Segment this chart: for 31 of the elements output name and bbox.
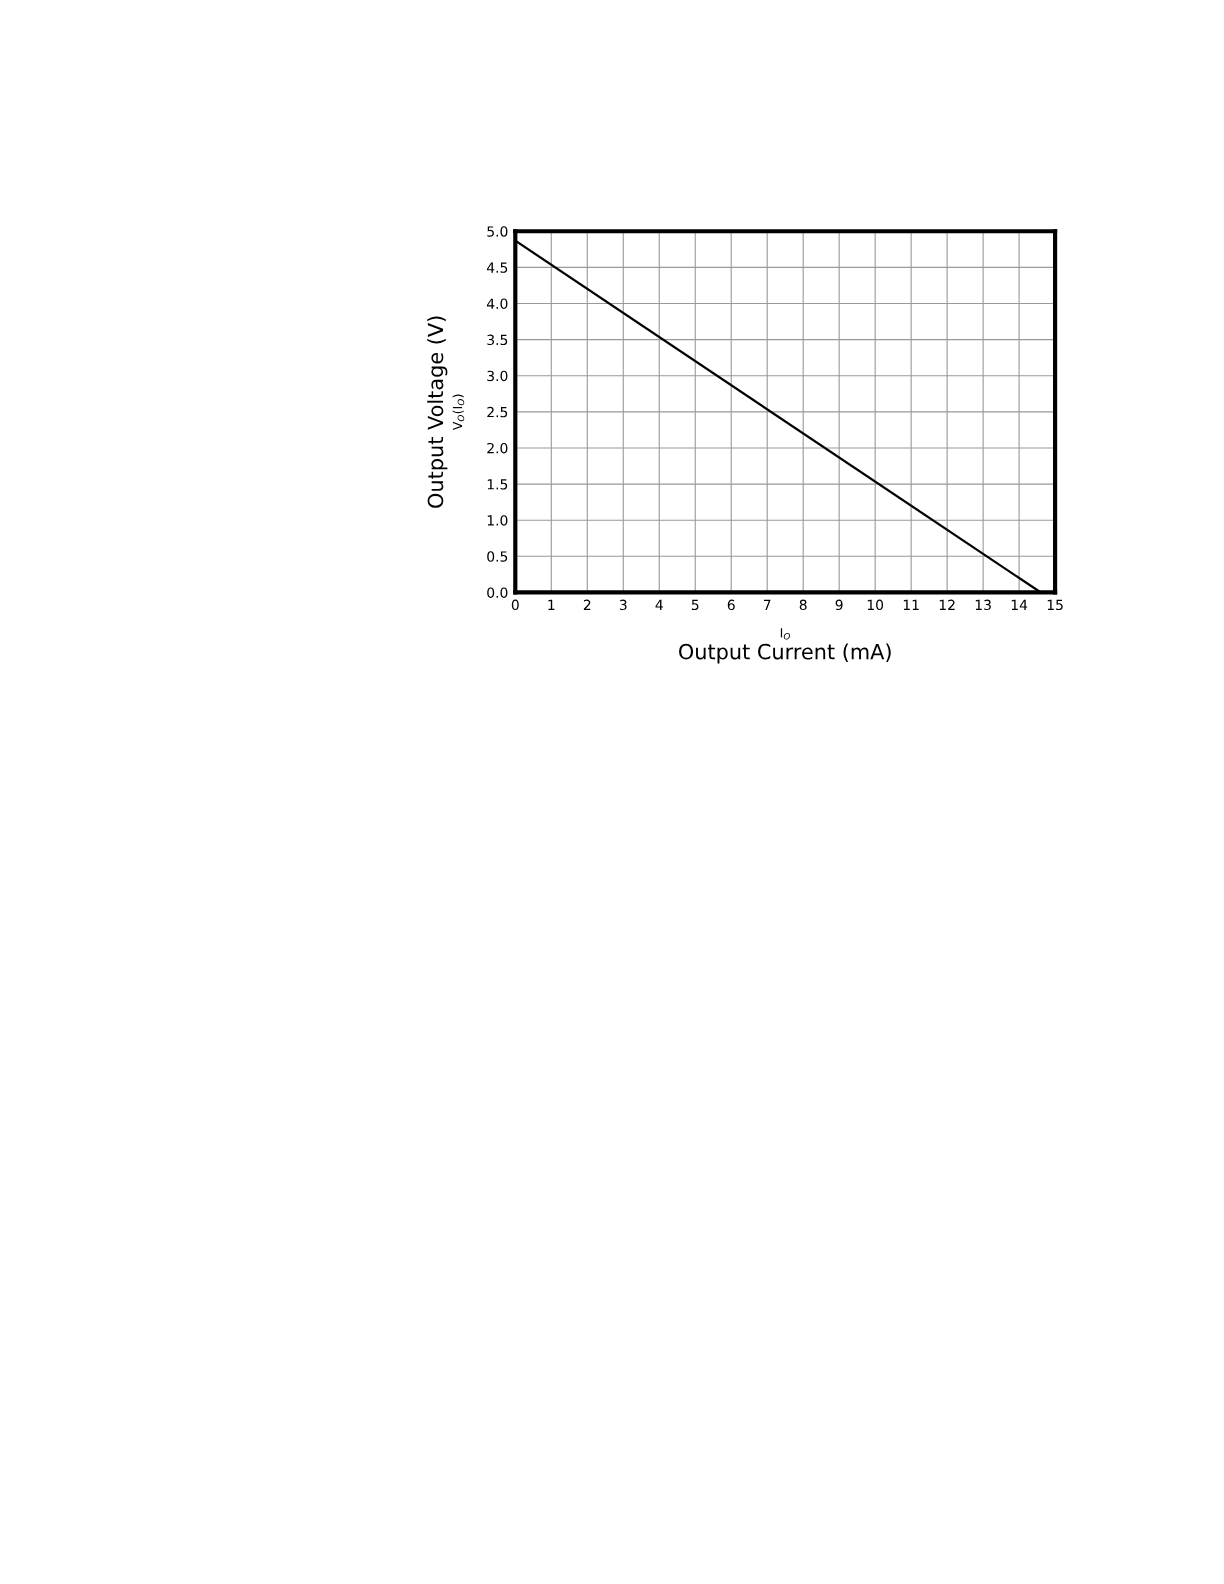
y-tick-label: 0.5 <box>487 551 508 562</box>
x-tick-label: 4 <box>655 599 663 610</box>
x-tick-label: 9 <box>835 599 843 611</box>
y-tick-label: 3.0 <box>487 370 508 382</box>
y-tick-label: 1.5 <box>487 479 508 490</box>
x-tick-label: 12 <box>939 599 955 610</box>
x-tick-label: 13 <box>975 599 991 611</box>
y-tick-label: 4.5 <box>486 262 508 273</box>
x-tick-label: 15 <box>1047 599 1063 611</box>
y-tick-label: 4.0 <box>486 298 508 309</box>
x-tick-label: 2 <box>583 599 591 610</box>
x-tick-label: 10 <box>867 599 884 611</box>
x-tick-label: 5 <box>691 599 699 611</box>
x-axis-title: Output Current (mA) <box>679 643 891 664</box>
x-tick-label: 8 <box>799 599 807 611</box>
y-tick-label: 0.0 <box>487 587 508 598</box>
text: V$_{O}$(I$_{O}$) <box>452 394 465 431</box>
y-tick-label: 5.0 <box>487 226 508 237</box>
x-tick-label: 11 <box>903 599 919 610</box>
x-tick-label: 3 <box>619 599 627 611</box>
x-tick-label: 7 <box>763 599 771 610</box>
x-tick-label: 6 <box>727 599 735 611</box>
y-tick-label: 2.5 <box>487 406 508 418</box>
y-tick-label: 1.0 <box>487 515 508 526</box>
y-tick-label: 3.5 <box>487 334 508 346</box>
y-tick-label: 2.0 <box>487 442 508 454</box>
y-axis-title: Output Voltage (V) <box>427 316 448 508</box>
x-tick-label: 14 <box>1011 599 1028 610</box>
x-tick-label: 1 <box>548 599 555 610</box>
x-tick-label: 0 <box>511 599 519 611</box>
text: I$_{O}$ <box>780 628 790 640</box>
